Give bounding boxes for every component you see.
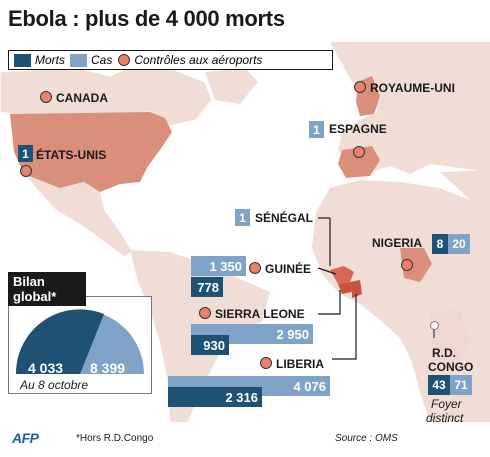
rdc-note-line1: Foyer (431, 397, 462, 411)
land-mexico (24, 174, 132, 256)
label-guinee: GUINÉE (265, 262, 312, 276)
bilan-morts: 4 033 (28, 360, 64, 376)
label-liberia: LIBERIA (276, 357, 324, 371)
afp-logo: AFP (12, 430, 39, 446)
guinee-morts-bar: 778 (191, 277, 223, 297)
legend-morts-label: Morts (35, 53, 65, 67)
control-dot-canada (40, 91, 52, 103)
label-rdc-line1: R.D. (432, 346, 456, 360)
bilan-date: Au 8 octobre (20, 378, 89, 392)
label-royaume-uni: ROYAUME-UNI (370, 81, 455, 95)
bilan-title-line1: Bilan (13, 274, 45, 289)
sierra-leone-morts-bar: 930 (191, 335, 229, 355)
leader-guinee (317, 267, 337, 275)
legend-cas-label: Cas (91, 53, 113, 67)
land-middle-east (440, 170, 490, 218)
control-dot-espagne (353, 146, 365, 158)
nigeria-morts: 8 (432, 234, 448, 254)
nigeria-cas: 20 (448, 234, 470, 254)
bilan-cas: 8 399 (90, 360, 126, 376)
control-dot-etats-unis (20, 165, 32, 177)
label-nigeria: NIGERIA (372, 236, 423, 250)
land-greenland (205, 68, 258, 104)
label-rdc-line2: CONGO (428, 360, 474, 374)
espagne-cas: 1 (309, 121, 324, 138)
control-dot-sierra-leone (199, 307, 211, 319)
legend-morts-swatch (14, 53, 31, 67)
rdc-cas: 71 (450, 375, 472, 395)
legend: Morts Cas Contrôles aux aéroports (8, 50, 333, 70)
page-title: Ebola : plus de 4 000 morts (8, 6, 285, 31)
bilan-half-circle (16, 309, 144, 374)
bilan-title: Bilan global* (8, 272, 86, 306)
rdc-dot (430, 321, 439, 330)
land-rdc (430, 310, 470, 372)
bilan-title-line2: global* (13, 289, 57, 304)
land-spain (338, 146, 380, 178)
land-usa (10, 112, 172, 192)
land-nigeria (400, 248, 432, 282)
label-canada: CANADA (56, 91, 108, 105)
land-brazil (205, 264, 270, 332)
leader-liberia (332, 294, 357, 360)
legend-cas-swatch (70, 53, 87, 67)
legend-controles-label: Contrôles aux aéroports (134, 53, 263, 67)
etats-unis-cas: 1 (18, 145, 33, 162)
control-dot-guinee (249, 262, 261, 274)
leader-sierra (318, 290, 341, 315)
label-espagne: ESPAGNE (329, 122, 387, 136)
label-etats-unis: ÉTATS-UNIS (36, 148, 107, 162)
bilan-morts-arc (16, 309, 104, 374)
legend-controles-dot (118, 54, 131, 66)
liberia-morts-bar: 2 316 (168, 387, 262, 407)
rdc-morts: 43 (428, 375, 450, 395)
rdc-note-line2: distinct (426, 411, 464, 425)
label-senegal: SÉNÉGAL (255, 211, 314, 225)
footnote: *Hors R.D.Congo (76, 433, 154, 444)
control-dot-royaume-uni (354, 81, 366, 93)
land-europe (330, 42, 490, 174)
senegal-cas: 1 (235, 209, 250, 226)
control-dot-liberia (260, 357, 272, 369)
land-guinea (330, 266, 354, 284)
land-sierra-leone (338, 282, 352, 294)
land-liberia (350, 280, 362, 298)
label-sierra-leone: SIERRA LEONE (215, 307, 305, 321)
control-dot-nigeria (401, 259, 413, 271)
source: Source : OMS (335, 433, 398, 444)
guinee-cas-bar: 1 350 (191, 256, 246, 276)
